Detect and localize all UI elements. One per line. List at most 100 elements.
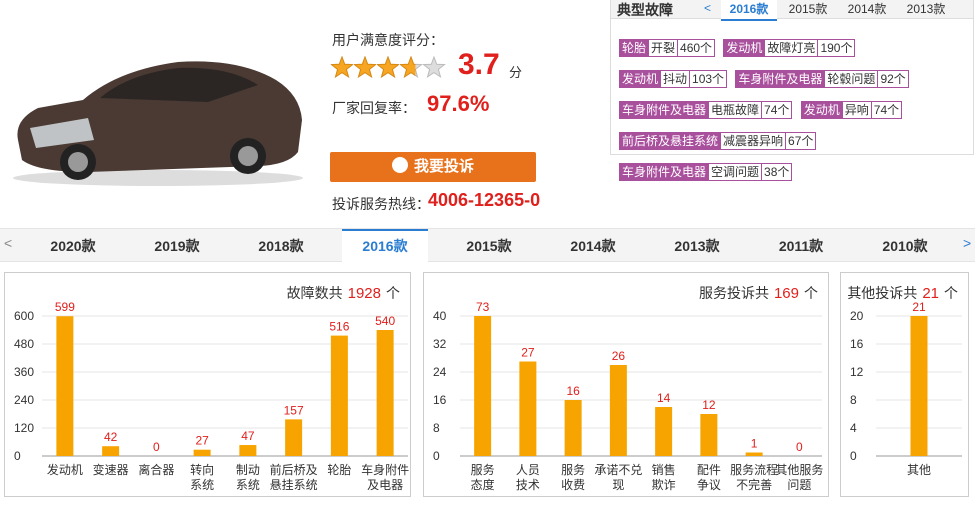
bar <box>609 365 627 456</box>
fault-tag[interactable]: 前后桥及悬挂系统 减震器异响 67个 <box>619 132 817 150</box>
faults-tab[interactable]: 2016款 <box>721 0 777 21</box>
star-empty <box>422 56 446 79</box>
bar <box>330 335 348 456</box>
chart-unit: 个 <box>944 285 958 301</box>
chart-title: 故障数共 1928 个 <box>287 285 400 302</box>
faults-tab[interactable]: 2015款 <box>788 2 828 16</box>
bar <box>193 449 211 456</box>
fault-issue: 电瓶故障 <box>709 101 763 119</box>
value-label: 47 <box>241 429 255 443</box>
value-label: 12 <box>702 398 716 412</box>
y-tick-label: 12 <box>850 365 864 379</box>
fault-count: 74个 <box>762 101 793 119</box>
fault-tag[interactable]: 轮胎 开裂 460个 <box>619 39 716 57</box>
x-tick-label: 服务流程 <box>730 462 778 477</box>
fault-count: 67个 <box>786 132 817 150</box>
fault-category: 车身附件及电器 <box>735 70 826 88</box>
y-tick-label: 24 <box>433 365 447 379</box>
x-tick-label: 转向 <box>190 462 214 477</box>
bar <box>239 445 257 456</box>
chart-title-text: 其他投诉共 <box>847 285 917 301</box>
year-tab[interactable]: 2014款 <box>570 238 616 254</box>
x-tick-label: 欺诈 <box>652 478 676 492</box>
fault-tag[interactable]: 车身附件及电器 轮毂问题 92个 <box>735 70 909 88</box>
tabs-next[interactable]: > <box>963 235 972 251</box>
chart-title: 其他投诉共 21 个 <box>847 285 958 302</box>
x-tick-label: 其他服务 <box>775 462 823 477</box>
fault-count: 74个 <box>871 101 903 119</box>
year-tab[interactable]: 2010款 <box>882 238 928 254</box>
value-label: 16 <box>566 384 580 398</box>
x-tick-label: 不完善 <box>736 477 772 492</box>
value-label: 157 <box>284 403 304 417</box>
value-label: 0 <box>153 440 160 454</box>
value-label: 27 <box>521 346 535 360</box>
fault-tag[interactable]: 车身附件及电器 电瓶故障 74个 <box>619 101 793 119</box>
y-tick-label: 16 <box>850 337 864 351</box>
fault-count: 103个 <box>690 70 728 88</box>
hotline: 4006-12365-0 <box>428 190 541 210</box>
fault-tag[interactable]: 发动机 抖动 103个 <box>619 70 728 88</box>
fault-issue: 轮毂问题 <box>825 70 879 88</box>
rating-value: 3.7 <box>458 48 500 81</box>
chart-unit: 个 <box>804 285 818 301</box>
y-tick-label: 480 <box>14 337 34 351</box>
fault-count: 190个 <box>818 39 856 57</box>
x-tick-label: 发动机 <box>47 462 83 477</box>
x-tick-label: 服务 <box>471 462 495 477</box>
year-tab[interactable]: 2019款 <box>154 238 200 254</box>
fault-issue: 异响 <box>842 101 872 119</box>
value-label: 516 <box>329 320 349 334</box>
fault-category: 发动机 <box>723 39 766 57</box>
y-tick-label: 20 <box>850 309 864 323</box>
y-tick-label: 16 <box>433 393 447 407</box>
fault-issue: 故障灯亮 <box>765 39 819 57</box>
typical-faults: 典型故障 < 2016款 2015款 2014款 2013款 轮胎 开裂 460个 发动机… <box>610 0 974 181</box>
x-tick-label: 争议 <box>697 478 721 492</box>
faults-tab[interactable]: 2013款 <box>906 2 946 16</box>
year-tab[interactable]: 2018款 <box>258 238 304 254</box>
fault-issue: 减震器异响 <box>721 132 787 150</box>
button-icon <box>391 157 408 173</box>
value-label: 0 <box>796 440 803 454</box>
y-tick-label: 8 <box>433 421 440 435</box>
year-tab[interactable]: 2016款 <box>342 229 428 263</box>
faults-tab[interactable]: 2014款 <box>847 2 887 16</box>
value-label: 21 <box>912 300 926 314</box>
faults-prev[interactable]: < <box>704 1 712 15</box>
x-tick-label: 问题 <box>787 478 811 492</box>
year-tab[interactable]: 2011款 <box>778 238 824 254</box>
fault-tag[interactable]: 车身附件及电器 空调问题 38个 <box>619 163 793 181</box>
year-tab[interactable]: 2020款 <box>50 238 96 254</box>
bar <box>700 414 718 456</box>
value-label: 599 <box>55 300 75 314</box>
value-label: 1 <box>751 437 758 451</box>
bar <box>56 316 74 456</box>
x-tick-label: 系统 <box>190 478 214 492</box>
x-tick-label: 其他 <box>907 463 931 477</box>
button-text: 我要投诉 <box>413 158 474 175</box>
x-tick-label: 离合器 <box>138 462 174 477</box>
charts: 故障数共 1928 个0120240360480600599发动机42变速器0离合器… <box>4 272 969 497</box>
fault-category: 发动机 <box>800 101 843 119</box>
fault-tag[interactable]: 发动机 故障灯亮 190个 <box>723 39 856 57</box>
year-tab[interactable]: 2015款 <box>466 238 512 254</box>
chart-title-text: 服务投诉共 <box>699 285 769 301</box>
year-tab[interactable]: 2013款 <box>674 238 720 254</box>
fault-issue: 空调问题 <box>709 163 763 181</box>
rating-label: 用户满意度评分： <box>332 32 444 48</box>
fault-category: 发动机 <box>619 70 662 88</box>
chart-total: 169 <box>774 285 799 302</box>
rating-stars <box>330 56 446 79</box>
fault-tag[interactable]: 发动机 异响 74个 <box>800 101 903 119</box>
tabs-prev[interactable]: < <box>4 235 13 251</box>
value-label: 26 <box>612 349 626 363</box>
reply-label: 厂家回复率： <box>332 100 416 116</box>
bar <box>102 446 120 456</box>
fault-category: 前后桥及悬挂系统 <box>619 132 722 150</box>
bar <box>376 330 394 456</box>
x-tick-label: 服务 <box>561 462 585 477</box>
x-tick-label: 系统 <box>236 478 260 492</box>
complain-button[interactable]: 我要投诉 <box>330 152 536 182</box>
